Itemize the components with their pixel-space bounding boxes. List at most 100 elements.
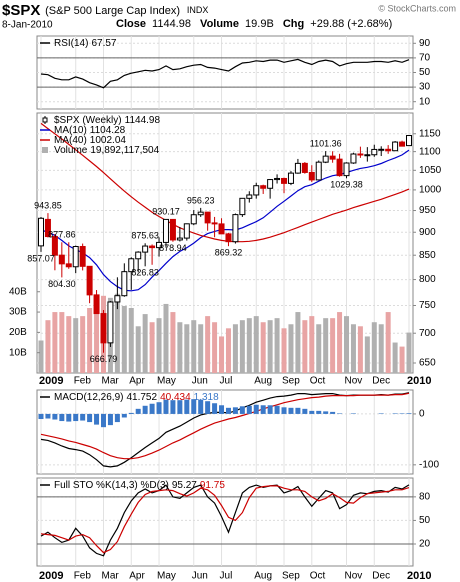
y-tick-label: 750 [419,300,436,311]
candle-body [107,301,114,344]
x-tick-label: Jun [192,376,208,387]
bar [302,320,308,373]
y2-tick-label: 30B [9,307,27,318]
candle-body [260,185,267,189]
candle-body [156,241,163,249]
bar [337,312,343,373]
bar [52,312,58,373]
candle-body [267,179,274,189]
x-tick-label: Jul [220,571,233,582]
bar [246,405,252,414]
bar [253,316,259,373]
x-tick-label: 2010 [407,570,431,582]
candle-body [183,223,190,239]
bar [135,326,141,373]
price-label: 878.94 [159,243,187,253]
volume-label: Volume [200,18,239,30]
bar [309,316,315,373]
candle-body [128,258,135,273]
candle-body [169,218,176,241]
x-tick-label: Oct [310,571,326,582]
price-label: 666.79 [90,354,118,364]
candle-body [281,177,288,184]
bar [219,336,225,373]
y2-tick-label: 10B [9,347,27,358]
bar [219,405,225,414]
bar [45,320,51,373]
bar [80,413,86,421]
bar [246,318,252,373]
y2-tick-label: 40B [9,286,27,297]
legend-text: 1.318 [194,392,219,403]
bar [378,413,384,414]
bar [350,413,356,414]
legend-entry: RSI(14) 67.57 [54,38,117,49]
y-tick-label: 50 [419,515,431,526]
y-tick-label: 70 [419,53,431,64]
bar [267,320,273,373]
bar [107,413,113,426]
bar [87,308,93,373]
bar [274,405,280,414]
header-date: 8-Jan-2010 [2,20,53,31]
y-tick-label: 1100 [419,146,441,157]
candle-body [204,211,211,224]
bar [87,413,93,423]
line [40,485,410,554]
candle-body [79,246,86,267]
bar [59,312,65,373]
legend-text: 67.57 [91,38,116,49]
bar [100,413,106,428]
bar [184,399,190,414]
candle-body [301,162,308,173]
candle-body [51,236,58,256]
bar [114,413,120,423]
bar [198,399,204,414]
candle-body [336,158,343,177]
price-label: 1029.38 [330,180,363,190]
bar [225,328,231,373]
price-label: 877.86 [48,230,76,240]
x-tick-label: Aug [254,571,272,582]
price-label: 869.32 [215,248,243,258]
bar [94,413,100,425]
y-tick-label: 0 [419,409,425,420]
y-tick-label: 850 [419,250,436,261]
bar [38,413,44,420]
x-tick-label: May [157,376,176,387]
bar [406,332,412,373]
legend-entry: Volume 19,892,117,504 [54,145,160,156]
candle-body [142,245,149,253]
legend-text: MA(10) [54,125,87,136]
bar [344,316,350,373]
bar [288,407,294,414]
bar [191,399,197,414]
y-tick-label: 30 [419,82,431,93]
candle-body [121,271,128,297]
candle-body [176,237,183,241]
candle-body [274,177,281,181]
bar [128,412,134,414]
change-value: +29.88 (+2.68%) [310,18,392,30]
legend-text: RSI(14) [54,38,88,49]
x-tick-label: Jul [220,376,233,387]
legend-text: 41.752 [126,392,157,403]
bar [205,401,211,414]
y-tick-label: 1050 [419,165,442,176]
bar [73,318,79,373]
bar [73,413,79,422]
line [40,122,410,243]
candle-body [385,148,392,152]
bar [260,322,266,373]
y-tick-label: 1000 [419,185,442,196]
y-tick-label: 700 [419,328,436,339]
bar [406,413,412,414]
price-label: 1101.36 [310,139,342,149]
volume-value: 19.9B [245,18,274,30]
legend-text: 91.75 [200,480,225,491]
bar [94,303,100,373]
legend-text: Full STO %K(14,3) %D(3) [54,480,169,491]
y2-tick-label: 20B [9,327,27,338]
candle-body [371,148,378,156]
